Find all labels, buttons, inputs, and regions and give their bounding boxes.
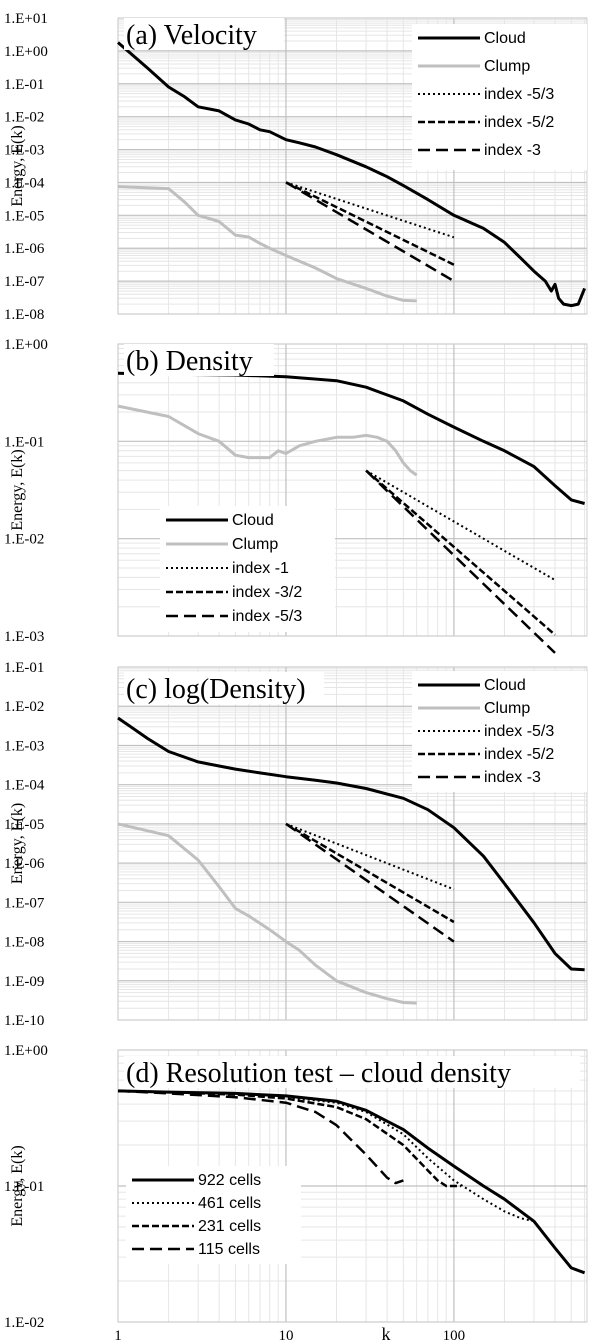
legend-label: Clump (232, 536, 278, 553)
series-line (365, 469, 556, 581)
legend-backdrop (160, 506, 335, 632)
y-tick-label: 1.E-07 (4, 895, 45, 911)
plot-frame (117, 343, 588, 637)
legend: 922 cells 461 cells 231 cells 115 cells (126, 1166, 301, 1264)
y-tick-label: 1.E-04 (4, 175, 45, 191)
plot-frame (117, 1049, 588, 1323)
y-tick-label: 1.E-02 (4, 1315, 44, 1331)
y-tick-label: 1.E-02 (4, 110, 44, 126)
plot-frame (117, 666, 588, 1021)
series-line (365, 469, 556, 654)
y-tick-label: 1.E+01 (4, 11, 48, 27)
legend-label: 231 cells (198, 1218, 261, 1235)
legend-backdrop (412, 24, 587, 170)
legend-label: index -5/2 (484, 746, 554, 763)
y-tick-label: 1.E-06 (4, 856, 45, 872)
legend: Cloud Clump index -5/3 index -5/2 index -3 (412, 24, 587, 170)
legend-label: index -5/3 (484, 86, 554, 103)
y-tick-label: 1.E-02 (4, 532, 44, 548)
series-line (117, 716, 585, 972)
title-backdrop (124, 18, 284, 50)
series-line (285, 181, 455, 266)
series-line (285, 822, 455, 891)
y-tick-label: 1.E-06 (4, 241, 45, 257)
legend-label: Cloud (484, 30, 526, 47)
y-tick-label: 1.E-02 (4, 699, 44, 715)
y-tick-label: 1.E-01 (4, 434, 44, 450)
series-line (117, 1089, 586, 1275)
panel-title: (c) log(Density) (126, 674, 306, 705)
legend-label: Clump (484, 700, 530, 717)
legend-label: 461 cells (198, 1195, 261, 1212)
chart-panel-4: 1.E+00 1.E-01 1.E-02 Energy, E(k) (d) Resolu… (4, 1043, 588, 1331)
legend-label: index -3/2 (232, 584, 302, 601)
series-line (285, 181, 455, 239)
series-line (285, 822, 455, 924)
x-tick-label: 10 (278, 1328, 293, 1341)
legend-label: index -5/2 (484, 114, 554, 131)
series-line (117, 822, 417, 1005)
chart-panel-2: 1.E+00 1.E-01 1.E-02 1.E-03 Energy, E(k) (b) … (4, 337, 588, 654)
y-tick-label: 1.E+00 (4, 1043, 48, 1059)
legend-backdrop (126, 1166, 301, 1264)
y-axis-label: Energy, E(k) (9, 803, 26, 884)
series-line (117, 404, 418, 477)
series-line (117, 185, 417, 303)
y-tick-label: 1.E-10 (4, 1013, 44, 1029)
y-tick-label: 1.E-05 (4, 817, 44, 833)
y-tick-label: 1.E-03 (4, 143, 44, 159)
legend-label: 922 cells (198, 1172, 261, 1189)
y-tick-label: 1.E-01 (4, 77, 44, 93)
series-line (117, 41, 586, 308)
y-tick-label: 1.E-01 (4, 1179, 44, 1195)
y-tick-label: 1.E-03 (4, 738, 44, 754)
chart-panel-3: 1.E-01 1.E-02 1.E-03 1.E-04 1.E-05 1.E-06 1.E-… (4, 660, 588, 1029)
title-backdrop (124, 344, 274, 376)
y-axis-label: Energy, E(k) (9, 125, 26, 206)
legend-label: Cloud (232, 512, 274, 529)
y-tick-label: 1.E-08 (4, 307, 44, 323)
title-backdrop (124, 672, 324, 704)
legend: Cloud Clump index -1 index -3/2 index -5/3 (160, 506, 335, 632)
series-line (117, 1089, 535, 1223)
panel-title: (a) Velocity (126, 20, 257, 51)
legend-label: index -5/3 (484, 723, 554, 740)
series-line (117, 1089, 461, 1188)
series-line (365, 469, 556, 636)
y-axis-label: Energy, E(k) (9, 1145, 26, 1226)
legend-label: Cloud (484, 677, 526, 694)
y-tick-label: 1.E+00 (4, 337, 48, 353)
y-tick-label: 1.E-01 (4, 660, 44, 676)
x-axis-label: k (382, 1324, 391, 1341)
legend-label: index -1 (232, 560, 289, 577)
x-tick-label: 100 (443, 1328, 466, 1341)
legend-label: Clump (484, 58, 530, 75)
legend-label: 115 cells (198, 1241, 260, 1258)
panel-title: (d) Resolution test – cloud density (126, 1058, 511, 1089)
title-backdrop (124, 1056, 580, 1088)
y-tick-label: 1.E-05 (4, 208, 44, 224)
y-tick-label: 1.E-07 (4, 274, 45, 290)
y-tick-label: 1.E-09 (4, 974, 44, 990)
legend-label: index -3 (484, 142, 541, 159)
y-tick-label: 1.E-04 (4, 778, 45, 794)
series-line (285, 181, 455, 283)
panel-title: (b) Density (126, 346, 253, 377)
y-tick-label: 1.E+00 (4, 44, 48, 60)
legend-backdrop (412, 671, 587, 792)
y-tick-label: 1.E-03 (4, 629, 44, 645)
y-tick-label: 1.E-08 (4, 935, 44, 951)
chart-panel-1: 1.E+01 1.E+00 1.E-01 1.E-02 1.E-03 1.E-04 1.E-… (4, 11, 588, 323)
legend: Cloud Clump index -5/3 index -5/2 index -3 (412, 671, 587, 792)
y-axis-label: Energy, E(k) (9, 449, 26, 530)
x-tick-label: 1 (114, 1328, 122, 1341)
series-line (285, 822, 455, 943)
legend-label: index -5/3 (232, 608, 302, 625)
legend-label: index -3 (484, 769, 541, 786)
